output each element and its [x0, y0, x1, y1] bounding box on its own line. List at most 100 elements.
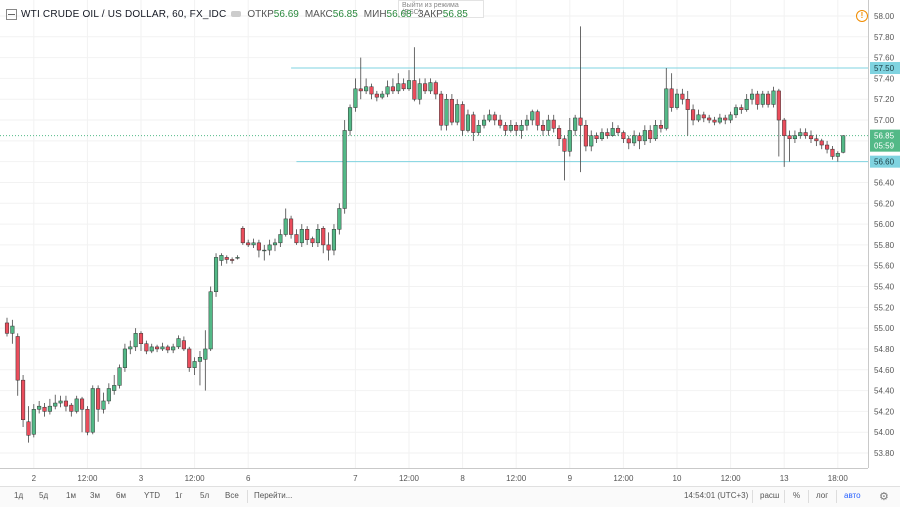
goto-date-button[interactable]: Перейти... — [254, 491, 293, 500]
candle — [79, 396, 85, 433]
range-1y-button[interactable]: 1г — [175, 491, 183, 500]
candle-body — [230, 259, 235, 261]
session-toggle[interactable]: расш — [760, 491, 780, 500]
candle-body — [632, 135, 637, 144]
candle-body — [669, 88, 674, 108]
candle-body — [385, 86, 390, 95]
candle-body — [814, 138, 819, 142]
candle — [835, 151, 840, 162]
collapse-legend-icon[interactable] — [6, 8, 17, 20]
y-tick-label: 55.60 — [874, 262, 895, 271]
y-tick-label: 55.40 — [874, 283, 895, 292]
candle-body — [79, 398, 85, 410]
candle — [594, 132, 599, 143]
x-tick-label: 13 — [780, 474, 789, 483]
candle-body — [74, 398, 79, 412]
candle — [342, 120, 347, 214]
candle-body — [599, 132, 605, 140]
candle-body — [112, 385, 117, 391]
range-1m-button[interactable]: 1м — [66, 491, 76, 500]
candle — [615, 125, 621, 136]
candle — [272, 238, 278, 252]
candle-body — [26, 421, 31, 436]
clock-timezone[interactable]: 14:54:01 (UTC+3) — [684, 491, 749, 500]
candle-body — [658, 125, 663, 129]
candle-body — [621, 132, 626, 140]
candle-body — [508, 125, 513, 131]
candle-body — [487, 114, 492, 121]
candle-body — [138, 333, 144, 345]
range-ytd-button[interactable]: YTD — [144, 491, 160, 500]
candle — [133, 328, 138, 352]
candle-body — [122, 348, 127, 368]
y-tick-label: 54.60 — [874, 366, 895, 375]
range-5d-button[interactable]: 5д — [39, 491, 49, 500]
candle — [385, 80, 390, 98]
candle — [685, 90, 690, 136]
candle — [519, 120, 524, 139]
candle-body — [412, 80, 417, 100]
range-5y-button[interactable]: 5л — [200, 491, 210, 500]
candle-body — [707, 117, 712, 121]
candle — [664, 68, 669, 131]
candle — [63, 395, 69, 412]
candle-body — [256, 242, 261, 251]
y-tick-label: 57.20 — [874, 95, 895, 104]
candle-body — [653, 125, 658, 140]
candle — [112, 374, 117, 395]
candle-body — [299, 229, 304, 244]
price-chart[interactable] — [0, 0, 868, 468]
candle-body — [760, 93, 765, 105]
candle — [578, 26, 583, 173]
candle — [707, 114, 712, 124]
log-scale-toggle[interactable]: лог — [816, 491, 829, 500]
candle-body — [573, 117, 578, 131]
candle-body — [701, 114, 706, 119]
range-6m-button[interactable]: 6м — [116, 491, 126, 500]
candle-body — [390, 86, 395, 92]
bar-countdown-label: 05:59 — [874, 142, 895, 151]
warning-icon[interactable]: ! — [856, 10, 868, 22]
candle — [144, 340, 149, 355]
time-axis[interactable]: 2 12:00 3 12:00 6 7 12:00 8 12:00 9 12:00 10 12:00 13… — [0, 468, 868, 487]
candle-body — [289, 218, 294, 235]
chart-plot-area[interactable] — [0, 0, 868, 468]
y-tick-label: 56.20 — [874, 199, 895, 208]
candle — [37, 400, 42, 414]
candle-body — [825, 144, 830, 150]
candle — [562, 135, 567, 181]
range-3m-button[interactable]: 3м — [90, 491, 100, 500]
candle-body — [664, 88, 669, 129]
candle-body — [465, 114, 471, 131]
candle-body — [133, 333, 138, 348]
candle — [267, 239, 272, 256]
x-tick-label: 12:00 — [185, 474, 206, 483]
range-1d-button[interactable]: 1д — [14, 491, 24, 500]
candle-body — [267, 244, 272, 251]
candle — [31, 404, 36, 438]
candle — [412, 47, 417, 102]
candle — [219, 253, 224, 266]
candle — [15, 333, 20, 396]
candle — [444, 94, 449, 131]
candle — [101, 392, 106, 414]
candle — [240, 226, 245, 245]
candle — [841, 135, 846, 154]
candle-body — [353, 88, 358, 108]
percent-scale-toggle[interactable]: % — [793, 491, 801, 500]
candle — [717, 113, 722, 125]
range-all-button[interactable]: Все — [225, 491, 239, 500]
candle — [326, 232, 331, 261]
candle — [315, 224, 320, 247]
candle-body — [503, 125, 508, 131]
gear-icon[interactable]: ⚙ — [879, 491, 889, 503]
candle — [782, 117, 787, 167]
candle — [680, 88, 685, 105]
hide-series-icon[interactable] — [231, 11, 242, 17]
candle-body — [342, 130, 347, 209]
candle — [192, 357, 197, 375]
price-axis[interactable]: 58.0057.8057.6057.4057.2057.0056.8056.60… — [868, 0, 900, 468]
candle-body — [476, 125, 481, 133]
candle — [262, 244, 267, 261]
auto-scale-toggle[interactable]: авто — [844, 491, 861, 500]
